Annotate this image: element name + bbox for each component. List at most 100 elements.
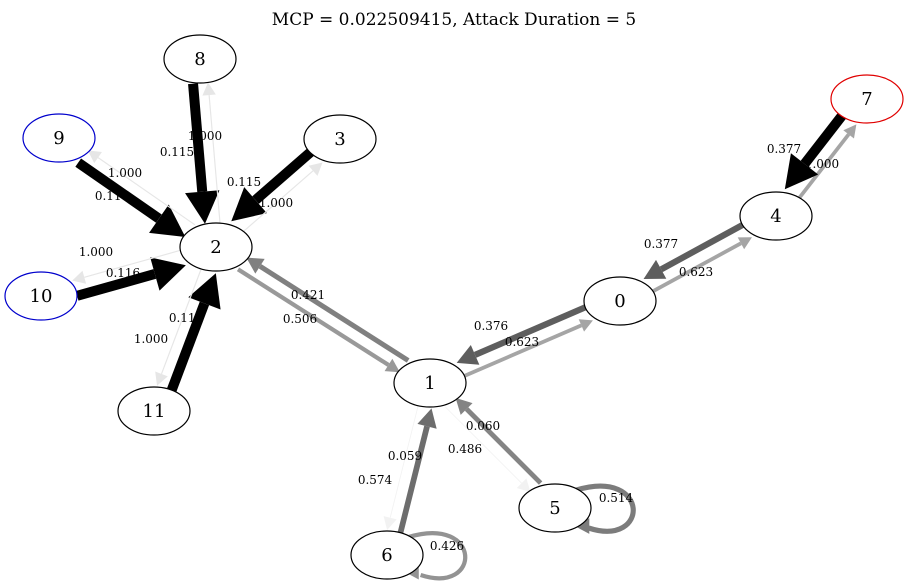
edge-line — [258, 264, 410, 363]
node-ellipse — [350, 530, 424, 580]
edge-line — [575, 483, 636, 534]
edge-label-9-to-2: 1.000 — [108, 166, 142, 180]
edge-line — [407, 531, 468, 581]
node-7: 7 — [830, 74, 904, 124]
edge-line — [160, 268, 202, 375]
node-3: 3 — [303, 114, 377, 164]
edge-arrowhead — [149, 204, 186, 238]
edge-2-to-8 — [202, 82, 221, 223]
edge-5-to-5 — [574, 483, 636, 534]
edge-8-to-2 — [185, 83, 220, 224]
edge-0-to-4 — [650, 237, 752, 294]
node-11: 11 — [117, 386, 191, 436]
edge-label-2-to-9: 0.116 — [95, 189, 129, 203]
edge-arrowhead — [87, 150, 102, 164]
edge-arrowhead — [308, 162, 323, 176]
edges-layer — [72, 82, 857, 581]
node-ellipse — [303, 114, 377, 164]
edge-label-2-to-10: 0.116 — [106, 266, 140, 280]
edge-line — [208, 94, 221, 223]
edge-arrowhead — [455, 397, 473, 415]
node-label: 3 — [334, 129, 345, 150]
edge-arrowhead — [643, 259, 667, 279]
edge-0-to-1 — [456, 304, 588, 365]
node-label: 4 — [770, 206, 781, 227]
node-label: 8 — [194, 49, 205, 70]
edge-1-to-2 — [246, 257, 410, 363]
edge-7-to-4 — [784, 111, 847, 190]
edge-label-4-to-7: 0.377 — [767, 142, 801, 156]
edge-line — [389, 405, 419, 518]
edge-1-to-5 — [445, 406, 531, 493]
edge-5-to-1 — [455, 397, 543, 485]
edge-arrowhead — [246, 257, 265, 274]
node-ellipse — [179, 222, 253, 272]
edge-label-2-to-3: 0.115 — [227, 175, 261, 189]
edge-arrowhead — [784, 153, 819, 190]
edge-2-to-11 — [155, 268, 202, 386]
node-ellipse — [117, 386, 191, 436]
edge-arrowhead — [202, 82, 216, 96]
node-label: 10 — [30, 286, 53, 307]
node-label: 1 — [424, 373, 435, 394]
edge-arrowhead — [578, 319, 593, 332]
edge-arrowhead — [417, 408, 437, 429]
edge-label-10-to-2: 1.000 — [79, 245, 113, 259]
edge-10-to-2 — [75, 257, 186, 301]
edge-2-to-10 — [72, 249, 181, 284]
edge-label-1-to-0: 0.376 — [474, 319, 508, 333]
edge-label-0-to-4: 0.377 — [644, 237, 678, 251]
edge-line — [75, 158, 162, 223]
node-8: 8 — [163, 34, 237, 84]
node-label: 11 — [143, 401, 166, 422]
edge-4-to-7 — [797, 124, 857, 201]
node-4: 4 — [739, 191, 813, 241]
edge-label-5-to-5: 0.514 — [599, 491, 634, 505]
edge-label-4-to-0: 0.623 — [679, 265, 713, 279]
edge-line — [800, 111, 847, 167]
edge-1-to-6 — [383, 405, 419, 530]
edge-2-to-3 — [241, 162, 323, 233]
edge-arrowhead — [185, 190, 220, 224]
edge-2-to-9 — [87, 150, 196, 226]
node-label: 5 — [549, 498, 560, 519]
edge-arrowhead — [383, 516, 397, 530]
edge-line — [252, 147, 315, 204]
edge-arrowhead — [384, 358, 400, 373]
node-ellipse — [739, 191, 813, 241]
node-ellipse — [393, 358, 467, 408]
diagram-title: MCP = 0.022509415, Attack Duration = 5 — [272, 10, 636, 30]
edge-arrowhead — [574, 518, 590, 534]
node-1: 1 — [393, 358, 467, 408]
edge-line — [464, 407, 543, 485]
node-5: 5 — [518, 483, 592, 533]
edge-label-5-to-1: 0.486 — [448, 442, 482, 456]
node-ellipse — [583, 276, 657, 326]
edge-arrowhead — [155, 371, 168, 386]
node-label: 0 — [614, 291, 625, 312]
edge-11-to-2 — [166, 273, 221, 393]
edge-arrowhead — [150, 257, 186, 291]
node-ellipse — [22, 113, 96, 163]
edge-line — [473, 304, 588, 358]
edge-arrowhead — [843, 124, 857, 139]
node-ellipse — [4, 271, 78, 321]
edge-line — [650, 241, 742, 294]
edge-1-to-0 — [462, 319, 593, 379]
edge-line — [75, 269, 157, 301]
node-ellipse — [163, 34, 237, 84]
edge-label-2-to-1: 0.421 — [291, 288, 325, 302]
edge-arrowhead — [188, 273, 221, 310]
edge-line — [188, 83, 208, 193]
edge-arrowhead — [72, 270, 87, 284]
edge-label-1-to-2: 0.506 — [283, 312, 317, 326]
edge-4-to-0 — [643, 221, 746, 279]
nodes-layer: 0 1 2 3 4 5 6 7 8 9 10 11 — [4, 34, 904, 580]
edge-line — [97, 157, 196, 226]
edge-label-1-to-6: 0.059 — [388, 449, 422, 463]
edge-line — [397, 425, 430, 534]
node-label: 7 — [861, 89, 872, 110]
node-label: 9 — [53, 128, 64, 149]
node-label: 6 — [381, 545, 392, 566]
